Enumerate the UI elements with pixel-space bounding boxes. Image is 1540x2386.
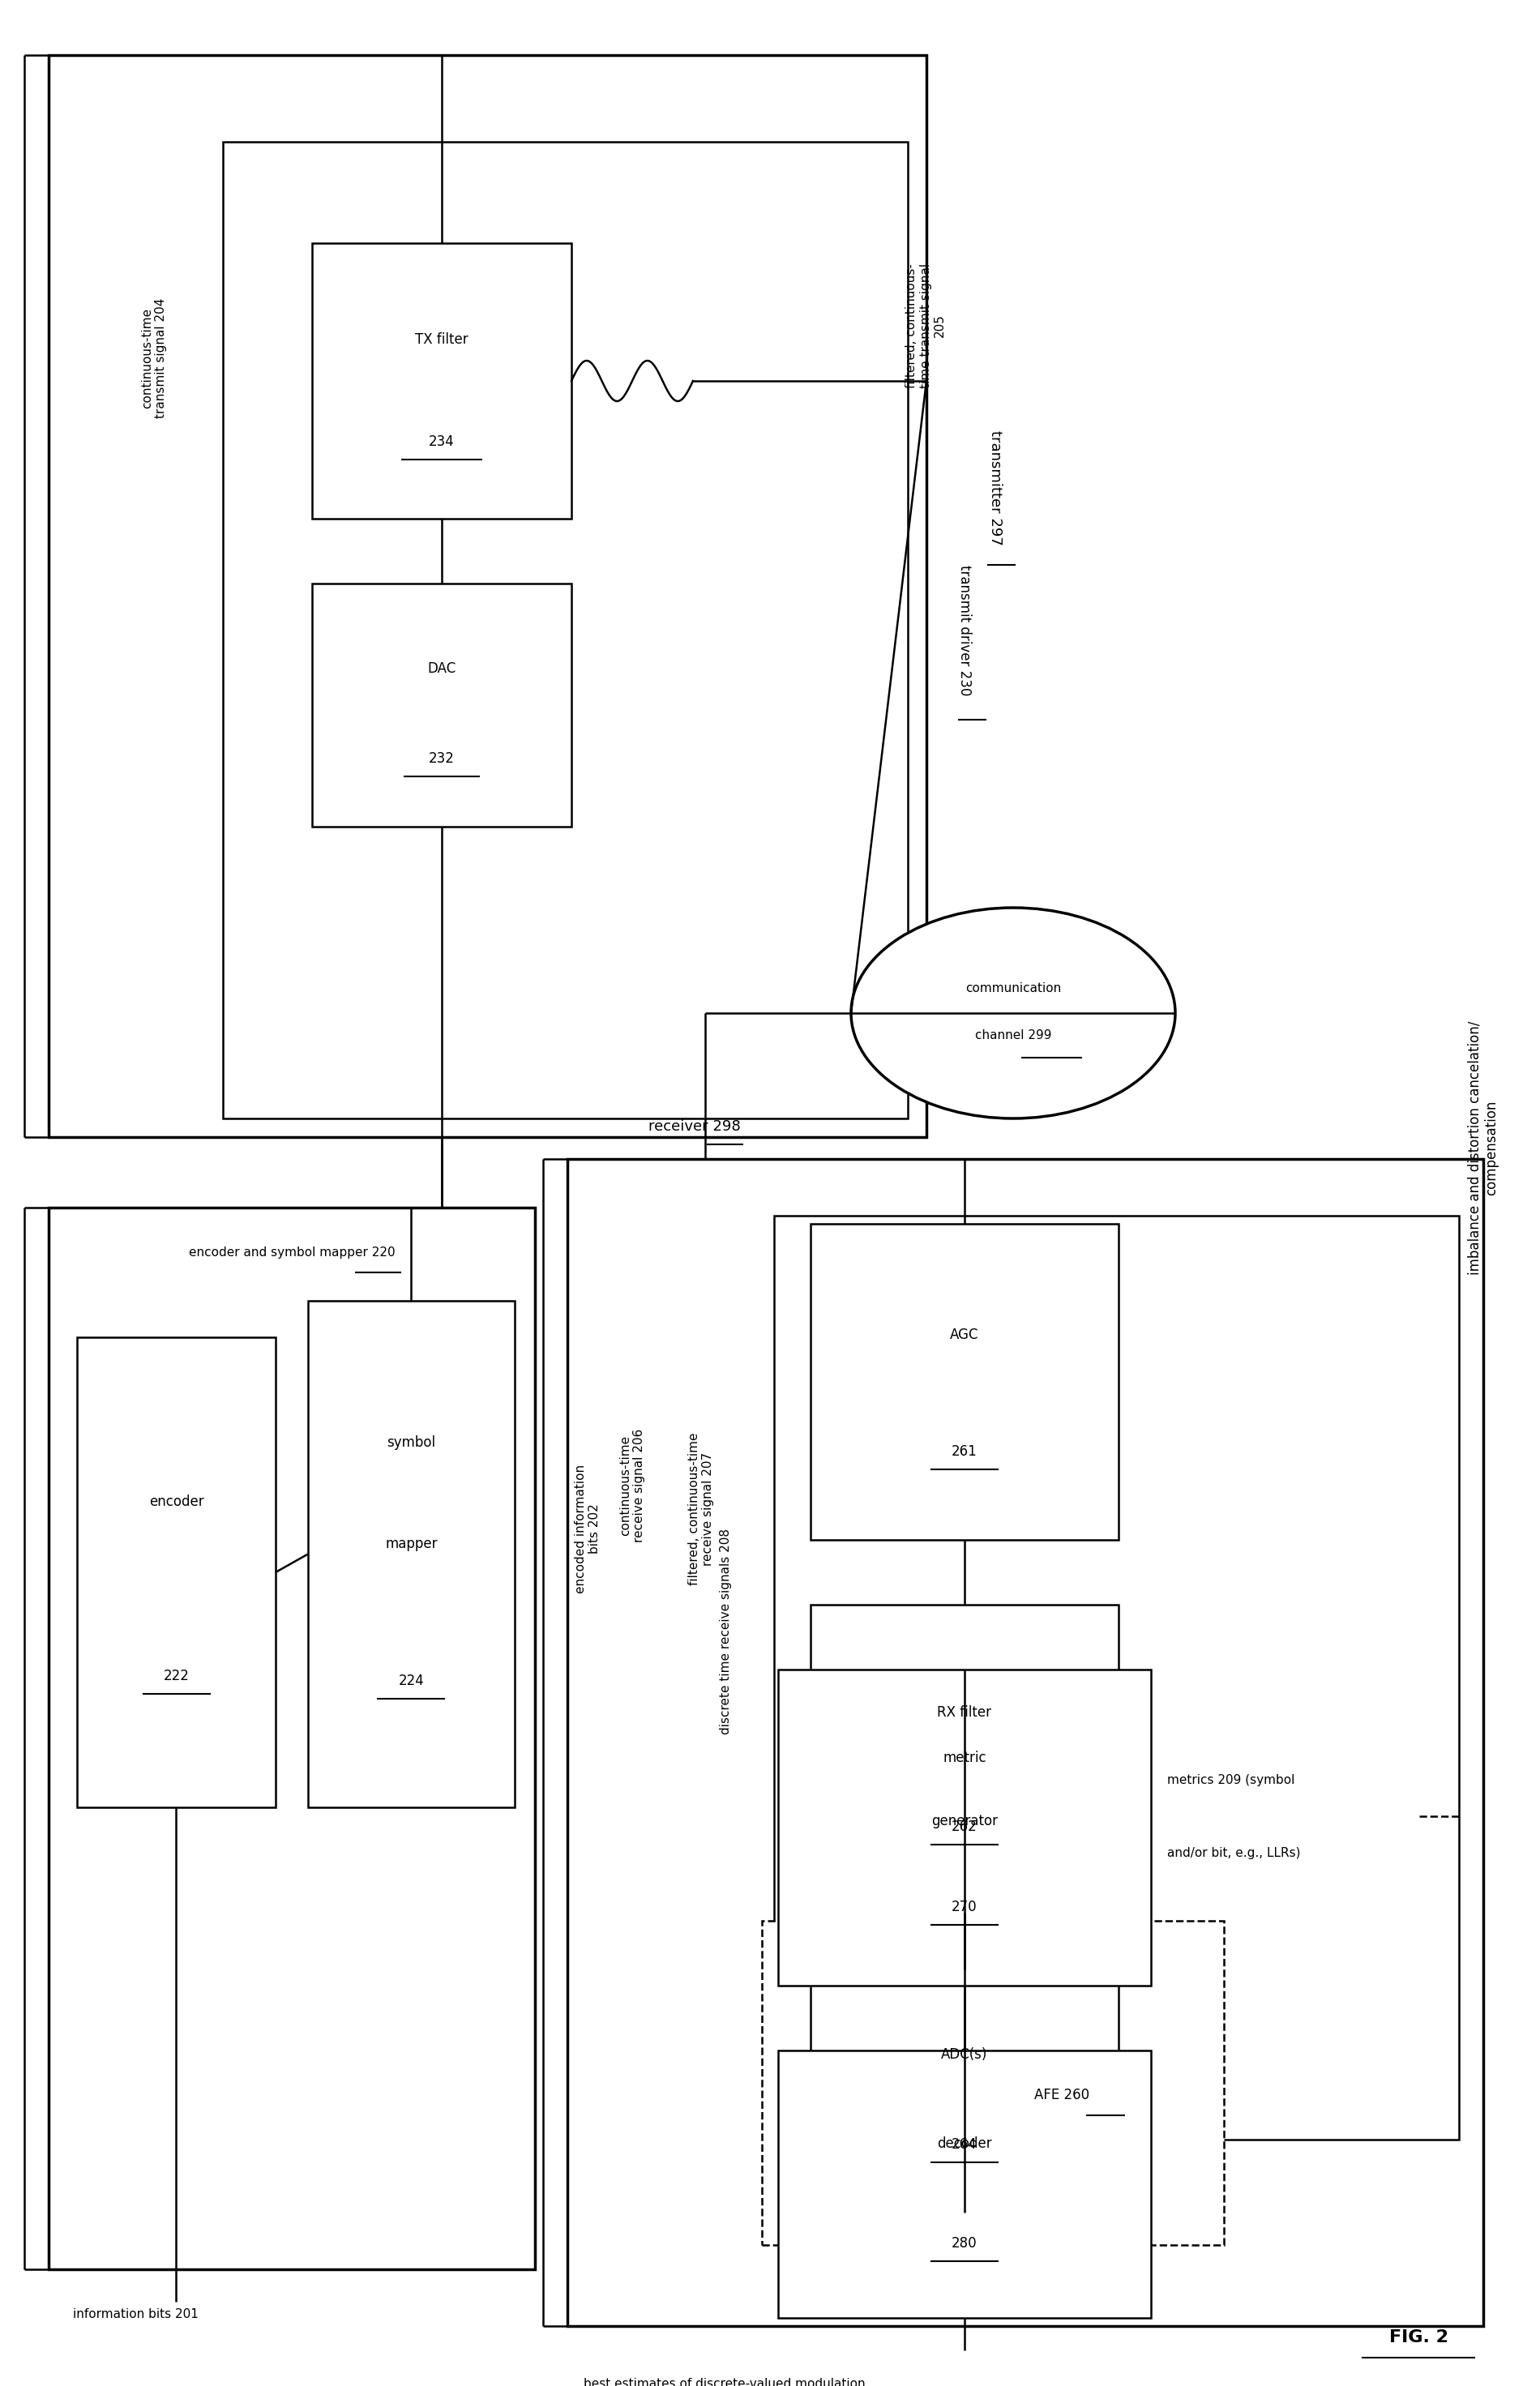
- Text: transmitter 297: transmitter 297: [989, 429, 1003, 546]
- Text: encoder and symbol mapper 220: encoder and symbol mapper 220: [188, 1245, 394, 1257]
- Bar: [49, 1207, 534, 2269]
- Bar: [77, 1336, 276, 1806]
- Text: metrics 209 (symbol: metrics 209 (symbol: [1167, 1775, 1295, 1787]
- Text: 222: 222: [163, 1668, 189, 1682]
- Text: communication: communication: [966, 983, 1061, 995]
- Text: TX filter: TX filter: [416, 332, 468, 346]
- Text: best estimates of discrete-valued modulation
symbols and information bits encode: best estimates of discrete-valued modula…: [584, 2379, 898, 2386]
- Text: metric: metric: [942, 1751, 986, 1766]
- Text: mapper: mapper: [385, 1537, 437, 1551]
- Bar: [313, 243, 571, 518]
- Text: filtered, continuous-time
receive signal 207: filtered, continuous-time receive signal…: [688, 1432, 715, 1584]
- Text: discrete time receive signals 208: discrete time receive signals 208: [719, 1529, 732, 1735]
- Text: generator: generator: [932, 1813, 998, 1828]
- Text: encoder: encoder: [149, 1494, 203, 1508]
- Text: 270: 270: [952, 1899, 978, 1914]
- Text: ADC(s): ADC(s): [941, 2047, 987, 2062]
- Text: imbalance and distortion cancelation/
compensation: imbalance and distortion cancelation/ co…: [1468, 1021, 1498, 1274]
- Text: continuous-time
transmit signal 204: continuous-time transmit signal 204: [140, 298, 168, 418]
- Bar: [223, 141, 907, 1119]
- Text: symbol: symbol: [387, 1436, 436, 1451]
- Text: continuous-time
receive signal 206: continuous-time receive signal 206: [619, 1429, 645, 1544]
- Text: 234: 234: [428, 434, 454, 449]
- Bar: [313, 585, 571, 826]
- Text: RX filter: RX filter: [938, 1706, 992, 1720]
- Bar: [308, 1300, 514, 1806]
- Text: transmit driver 230: transmit driver 230: [958, 565, 972, 697]
- Text: encoded information
bits 202: encoded information bits 202: [574, 1465, 601, 1594]
- Bar: [775, 1217, 1458, 2140]
- Text: AGC: AGC: [950, 1327, 979, 1341]
- Text: 280: 280: [952, 2236, 978, 2250]
- Bar: [567, 1160, 1483, 2326]
- Text: and/or bit, e.g., LLRs): and/or bit, e.g., LLRs): [1167, 1847, 1300, 1859]
- Text: receiver 298: receiver 298: [648, 1119, 741, 1133]
- Text: AFE 260: AFE 260: [1033, 2088, 1089, 2102]
- Bar: [810, 1224, 1118, 1539]
- Text: DAC: DAC: [428, 661, 456, 675]
- Ellipse shape: [852, 907, 1175, 1119]
- Bar: [778, 2050, 1150, 2317]
- Text: information bits 201: information bits 201: [72, 2307, 199, 2319]
- Text: filtered, continuous-
time transmit signal
205: filtered, continuous- time transmit sign…: [906, 262, 946, 389]
- Text: 264: 264: [952, 2138, 978, 2152]
- Bar: [778, 1670, 1150, 1985]
- Bar: [49, 55, 927, 1138]
- Text: decoder: decoder: [938, 2138, 992, 2152]
- Text: 224: 224: [399, 1673, 424, 1687]
- Text: channel 299: channel 299: [975, 1031, 1052, 1043]
- Bar: [810, 1968, 1118, 2212]
- Text: FIG. 2: FIG. 2: [1389, 2329, 1448, 2345]
- Text: 262: 262: [952, 1818, 978, 1835]
- Bar: [810, 1606, 1118, 1914]
- Text: 232: 232: [428, 752, 454, 766]
- Text: 261: 261: [952, 1444, 978, 1458]
- Bar: [762, 1921, 1224, 2245]
